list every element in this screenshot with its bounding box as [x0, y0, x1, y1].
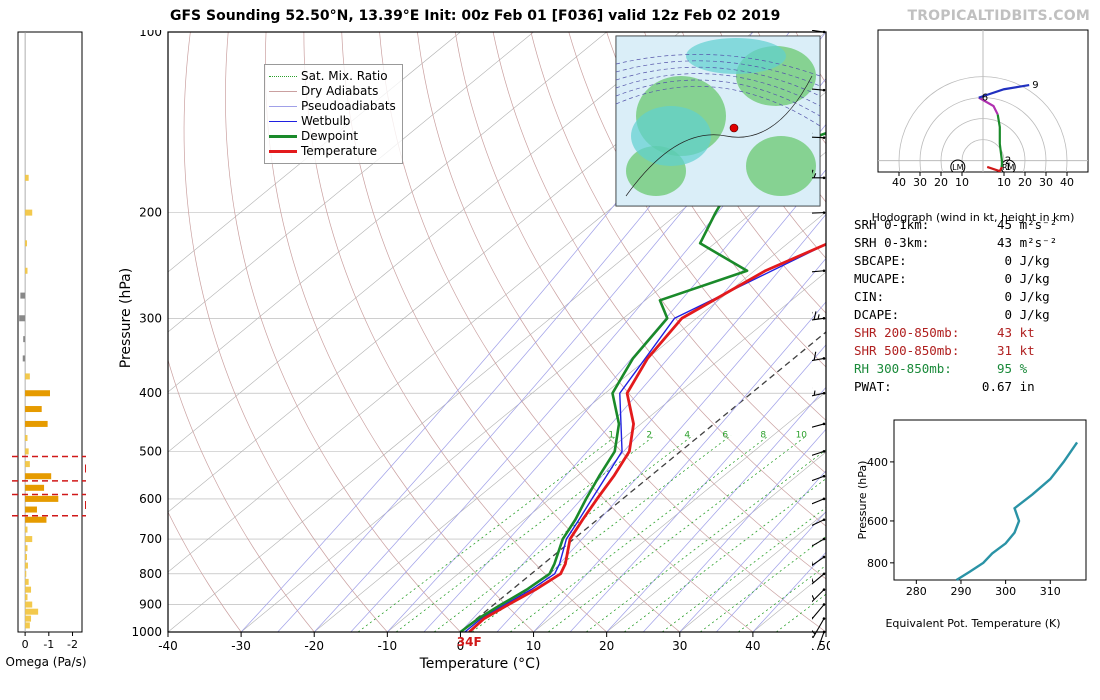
svg-text:-1: -1 [43, 638, 54, 651]
svg-text:10: 10 [997, 176, 1011, 189]
thetae-svg: 800 600 400 280 290 300 310 Pressure (hPa) [854, 414, 1092, 614]
svg-text:30: 30 [913, 176, 927, 189]
svg-text:300: 300 [995, 585, 1016, 598]
svg-text:2: 2 [1005, 156, 1011, 167]
svg-text:100: 100 [139, 30, 162, 39]
svg-text:20: 20 [934, 176, 948, 189]
skewt-ylabel: Pressure (hPa) [118, 268, 134, 368]
hodograph-caption: Hodograph (wind in kt, height in km) [854, 211, 1092, 224]
svg-text:2: 2 [646, 431, 652, 441]
svg-text:Pressure (hPa): Pressure (hPa) [856, 461, 869, 540]
svg-text:30: 30 [672, 639, 687, 653]
thetae-caption: Equivalent Pot. Temperature (K) [854, 617, 1092, 630]
svg-text:9: 9 [1032, 80, 1038, 91]
omega-panel: 0 -1 -2 Omega (Pa/s) DGZ DGZ [6, 30, 86, 670]
skewt-xlabel: Temperature (°C) [130, 656, 830, 672]
svg-text:6: 6 [722, 431, 728, 441]
omega-svg: 0 -1 -2 Omega (Pa/s) DGZ DGZ [6, 30, 86, 670]
svg-text:600: 600 [867, 515, 888, 528]
svg-text:500: 500 [139, 444, 162, 458]
svg-text:290: 290 [950, 585, 971, 598]
svg-text:600: 600 [139, 492, 162, 506]
svg-text:280: 280 [906, 585, 927, 598]
svg-text:4: 4 [684, 431, 690, 441]
svg-text:40: 40 [1060, 176, 1074, 189]
svg-text:40: 40 [892, 176, 906, 189]
chart-title: GFS Sounding 52.50°N, 13.39°E Init: 00z … [170, 8, 780, 24]
svg-text:10: 10 [796, 431, 808, 441]
svg-text:0: 0 [22, 638, 29, 651]
thermo-params: SRH 0-1km: 45 m²s⁻² SRH 0-3km: 43 m²s⁻² … [854, 216, 1094, 396]
svg-text:20: 20 [1018, 176, 1032, 189]
svg-text:-30: -30 [231, 639, 251, 653]
svg-text:-40: -40 [158, 639, 178, 653]
skewt-svg: 1246810131620263036100090080070060050040… [130, 30, 830, 670]
svg-text:40: 40 [745, 639, 760, 653]
svg-text:700: 700 [139, 532, 162, 546]
svg-text:-2: -2 [67, 638, 78, 651]
svg-text:900: 900 [139, 598, 162, 612]
hodograph-panel: LMRM12691010202030304040 Hodograph (wind… [854, 26, 1092, 206]
svg-text:800: 800 [867, 557, 888, 570]
svg-text:1: 1 [608, 431, 614, 441]
svg-text:300: 300 [139, 311, 162, 325]
skewt-legend: Sat. Mix. RatioDry AdiabatsPseudoadiabat… [264, 64, 403, 164]
svg-text:400: 400 [139, 386, 162, 400]
svg-text:10: 10 [955, 176, 969, 189]
svg-text:10: 10 [526, 639, 541, 653]
svg-text:DGZ: DGZ [84, 499, 86, 512]
svg-text:200: 200 [139, 206, 162, 220]
brand-watermark: TROPICALTIDBITS.COM [907, 8, 1090, 24]
svg-text:Omega (Pa/s): Omega (Pa/s) [6, 655, 86, 669]
svg-text:6: 6 [982, 93, 988, 104]
svg-text:34F: 34F [457, 635, 482, 649]
svg-text:800: 800 [139, 567, 162, 581]
svg-text:LM: LM [952, 163, 963, 172]
svg-text:400: 400 [867, 456, 888, 469]
svg-text:-10: -10 [378, 639, 398, 653]
right-column: LMRM12691010202030304040 Hodograph (wind… [854, 26, 1094, 686]
svg-text:DGZ: DGZ [84, 463, 86, 476]
svg-text:20: 20 [599, 639, 614, 653]
wind-barb-column [812, 30, 846, 650]
svg-text:310: 310 [1040, 585, 1061, 598]
thetae-panel: 800600400280290300310Pressure (hPa) Equi… [854, 414, 1092, 614]
svg-text:-20: -20 [304, 639, 324, 653]
skewt-panel: 1246810131620263036100090080070060050040… [130, 30, 830, 670]
hodograph-svg: LMRM12691010202030304040 [854, 26, 1092, 206]
sounding-page: GFS Sounding 52.50°N, 13.39°E Init: 00z … [0, 0, 1100, 700]
svg-text:1000: 1000 [131, 625, 162, 639]
barbs-svg [812, 30, 846, 650]
svg-text:8: 8 [760, 431, 766, 441]
svg-text:30: 30 [1039, 176, 1053, 189]
